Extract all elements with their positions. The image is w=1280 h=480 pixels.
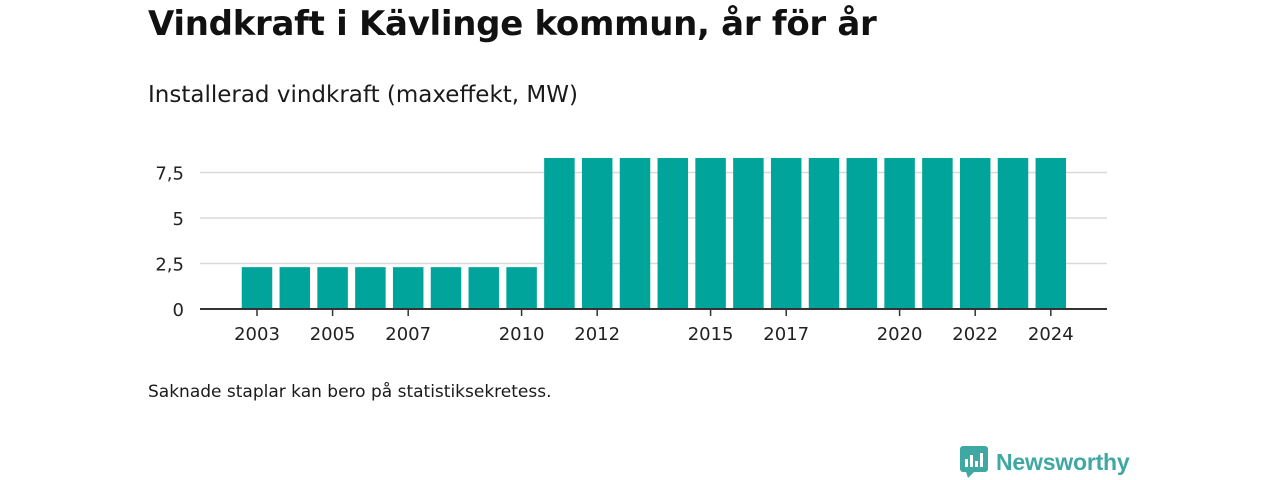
bar-2017[interactable] (770, 158, 802, 309)
bar-2023[interactable] (997, 158, 1029, 309)
bar-2007[interactable] (392, 267, 424, 309)
bar-2005[interactable] (317, 267, 348, 309)
bar-2009[interactable] (468, 267, 500, 309)
bar-2015[interactable] (695, 158, 726, 309)
bar-2020[interactable] (884, 158, 915, 309)
bar-2018[interactable] (808, 158, 840, 309)
bar-2021[interactable] (922, 158, 953, 309)
y-tick-label: 7,5 (155, 164, 184, 185)
chart-subtitle: Installerad vindkraft (maxeffekt, MW) (148, 82, 578, 108)
y-tick-label: 2,5 (155, 255, 184, 276)
newsworthy-logo-text: Newsworthy (996, 448, 1130, 475)
bar-2016[interactable] (733, 158, 764, 309)
x-tick-label: 2012 (574, 324, 620, 345)
tick-labels: 0 2,5 5 7,5 2003 2005 2007 2010 2012 2015 2017 2020… (155, 164, 1073, 345)
bar-2008[interactable] (430, 267, 462, 309)
axes (200, 308, 1107, 316)
x-tick-label: 2005 (310, 324, 356, 345)
x-tick-label: 2020 (877, 324, 923, 345)
bar-2019[interactable] (846, 158, 878, 309)
x-tick-label: 2015 (688, 324, 734, 345)
grid-lines (200, 171, 1107, 265)
bar-2006[interactable] (355, 267, 386, 309)
y-tick-label: 5 (173, 209, 184, 230)
bar-2024[interactable] (1035, 158, 1067, 309)
bar-2010[interactable] (506, 267, 537, 309)
x-tick-label: 2022 (952, 324, 998, 345)
y-tick-label: 0 (173, 300, 184, 321)
bar-2003[interactable] (241, 267, 273, 309)
bar-2004[interactable] (279, 267, 311, 309)
bar-2014[interactable] (657, 158, 689, 309)
newsworthy-logo-icon (960, 446, 988, 478)
bar-2013[interactable] (619, 158, 651, 309)
chart-title: Vindkraft i Kävlinge kommun, år för år (148, 4, 877, 44)
newsworthy-logo[interactable]: Newsworthy (960, 446, 1130, 478)
bar-2011[interactable] (544, 158, 575, 309)
bar-2012[interactable] (581, 158, 613, 309)
bar-2022[interactable] (959, 158, 991, 309)
x-tick-label: 2003 (234, 324, 280, 345)
footnote: Saknade staplar kan bero på statistiksek… (148, 382, 552, 402)
x-tick-label: 2024 (1028, 324, 1074, 345)
x-tick-label: 2010 (499, 324, 545, 345)
x-tick-label: 2007 (385, 324, 431, 345)
bar-chart: 0 2,5 5 7,5 2003 2005 2007 2010 2012 2015 2017 2020… (155, 158, 1107, 345)
bars (241, 158, 1067, 309)
x-tick-label: 2017 (763, 324, 809, 345)
